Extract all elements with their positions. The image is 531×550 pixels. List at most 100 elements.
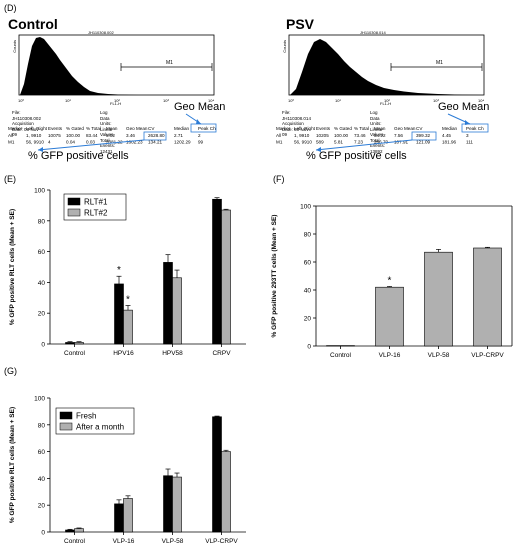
stats-cell: 134.21 [148,140,162,145]
histogram-xtick-psv: 10⁰ [288,98,294,103]
stats-cell: 111 [466,140,473,145]
stats-header-cell: Marker [276,126,291,131]
histogram-xtick-control: 10⁰ [18,98,24,103]
stats-header-cell: Events [48,126,63,131]
stats-cell: 2 [198,133,201,138]
x-tick-label: VLP-16 [379,352,401,359]
stats-cell: 73.46 [354,133,366,138]
y-axis-label: % GFP positive RLT cells (Mean + SE) [9,407,16,523]
stats-cell: 0.04 [66,140,75,145]
stats-header-cell: Marker [8,126,23,131]
histogram-xtick-control: 10³ [163,98,169,103]
stats-header-cell: Geo Mean [126,126,148,131]
bar [65,529,75,533]
legend-swatch [67,197,81,206]
histogram-loginfo-control: Log Data Units: Linear Values Total Even… [100,110,116,154]
stats-header-cell: Events [316,126,331,131]
stats-header-cell: Peak Ch [466,126,484,131]
histogram-xtick-psv: 10² [384,98,390,103]
stats-cell: 1, 9910 [26,133,42,138]
y-tick-label: 100 [34,396,45,403]
stats-cell: 121.09 [416,140,430,145]
y-tick-label: 60 [38,449,46,456]
histogram-xtick-control: 10⁴ [208,98,214,103]
bar [221,209,231,345]
histogram-xtick-control: 10² [114,98,120,103]
histogram-fileinfo-psv: File: JH110308.014 Acquisition Date: 03-… [282,110,311,137]
stats-table-control: Marker Left, Right Events% Gated% Total Mea… [8,126,216,145]
y-axis-label: % GFP positive 293TT cells (Mean + SE) [271,215,278,338]
y-tick-label: 20 [38,503,46,510]
stats-header-cell: Median [174,126,190,131]
bar [163,475,173,533]
highlight-box-gfp-psv [411,131,437,141]
stats-cell: 4.45 [442,133,451,138]
bar [163,262,173,345]
stats-cell: 83.44 [86,133,98,138]
x-tick-label: HPV58 [162,350,183,357]
chart-f: 0 20 40 60 80 100 % GFP positive 293TT cells (… [271,204,513,359]
stats-header-cell: CV [148,126,155,131]
annotation-geo-mean-control: Geo Mean [174,101,226,113]
bar [326,345,355,347]
highlight-box-geo-psv [461,123,489,133]
stats-cell: M1 [8,140,15,145]
stats-cell: 0.03 [86,140,95,145]
bar [114,503,124,533]
stats-cell: 1602.23 [126,140,143,145]
legend-swatch [59,422,73,431]
histogram-plot-psv: M1 10⁰ 10¹ 10² 10³ 10⁴ FL1-H [288,34,484,106]
arrowhead-geo-control [196,119,201,124]
arrowhead-gfp-psv [316,147,321,152]
x-tick-label: HPV16 [113,350,134,357]
histogram-loginfo-psv: Log Data Units: Linear Values Total Even… [370,110,386,154]
bar [212,416,222,533]
histogram-xlabel-psv: FL1-H [380,101,391,106]
panel-e-label: (E) [4,174,16,184]
panel-f-label: (F) [273,174,285,184]
stats-cell: M1 [276,140,283,145]
stats-cell: 181.96 [442,140,456,145]
gate-label-control: M1 [166,60,173,66]
bar [114,283,124,345]
bar [375,286,404,347]
chart-e: 0 20 40 60 80 100 % GFP positive RLT cells (Me… [9,188,246,357]
stats-header-cell: Geo Mean [394,126,416,131]
stats-cell: 3381.22 [106,140,123,145]
highlight-box-geo-control [190,123,217,133]
bar [212,198,222,345]
histogram-file-header-psv: JH110308.014 [360,30,386,35]
stats-cell: 10205 [316,133,329,138]
x-tick-label: Control [330,352,352,359]
histogram-xtick-psv: 10³ [433,98,439,103]
histogram-fileinfo-control: File: JH110308.002 Acquisition Date: 03-… [12,110,41,137]
histogram-fill-control [20,37,138,95]
stats-header-cell: % Total [354,126,369,131]
significance-marker: * [126,295,130,306]
stats-cell: 7.56 [394,133,403,138]
arrow-gfp-control [37,139,145,151]
y-tick-label: 20 [304,316,312,323]
y-tick-label: 100 [34,188,45,195]
stats-header-cell: CV [416,126,423,131]
y-tick-label: 40 [304,288,312,295]
stats-cell: 1202.29 [174,140,191,145]
stats-cell: 2.71 [174,133,183,138]
stats-cell: 100.00 [66,133,80,138]
chart-g: 0 20 40 60 80 100 % GFP positive RLT cells (Me… [9,396,246,545]
y-axis-label: % GFP positive RLT cells (Mean + SE) [9,209,16,325]
y-tick-label: 80 [304,232,312,239]
bar [74,342,84,345]
stats-header-cell: % Gated [334,126,352,131]
histogram-title-control: Control [8,16,58,32]
histogram-title-psv: PSV [286,16,315,32]
highlight-box-gfp-control [143,131,167,141]
stats-cell: 56, 9910 [26,140,44,145]
stats-header-cell: Mean [106,126,118,131]
y-tick-label: 40 [38,476,46,483]
y-tick-label: 0 [307,344,311,351]
stats-cell: 399.32 [416,133,430,138]
significance-marker: * [117,265,121,276]
y-tick-label: 100 [300,204,311,211]
histogram-xtick-control: 10¹ [65,98,71,103]
